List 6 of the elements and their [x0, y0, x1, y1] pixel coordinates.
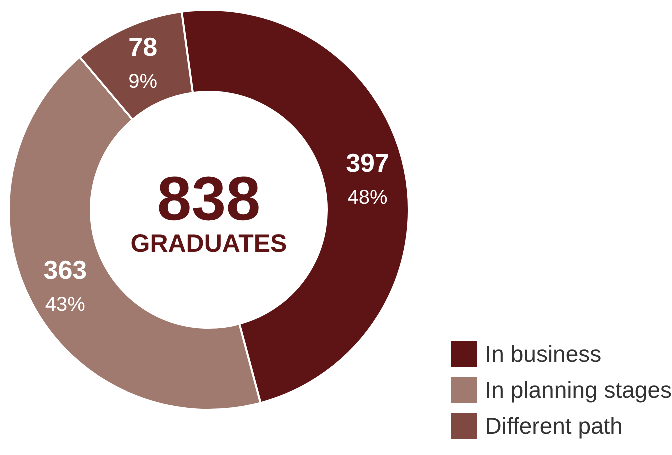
legend-label: In planning stages [485, 376, 672, 405]
data-label: 78 9% [128, 32, 158, 94]
data-label: 397 48% [346, 148, 390, 209]
legend-label: Different path [485, 412, 623, 441]
data-label: 363 43% [44, 255, 88, 316]
legend-label: In business [485, 340, 602, 369]
